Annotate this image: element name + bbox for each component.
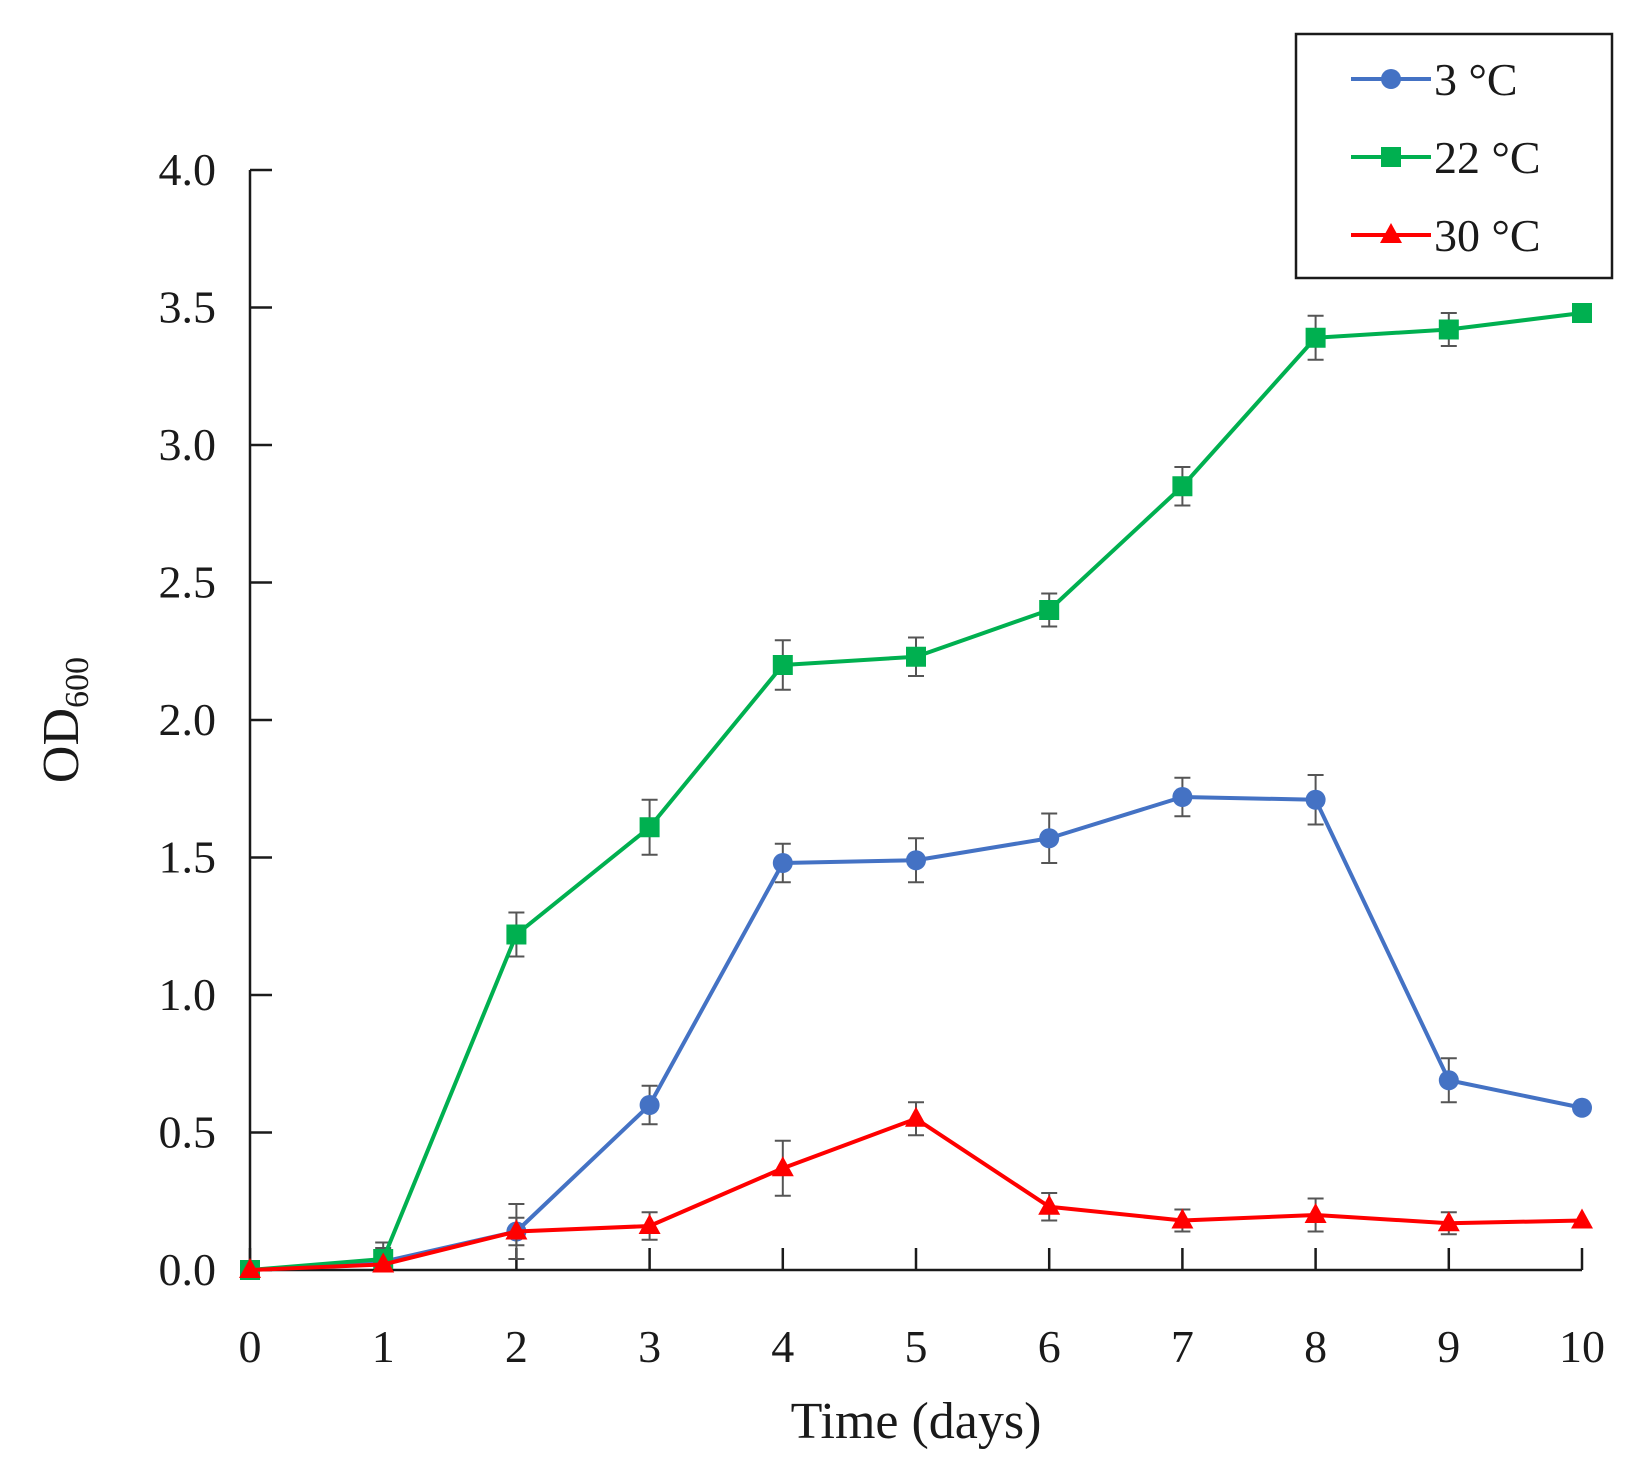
x-axis-title: Time (days) [791,1393,1042,1450]
data-point-22c [906,646,926,667]
y-axis-title: OD600 [33,657,96,783]
x-tick-label: 7 [1171,1321,1194,1372]
y-axis-title-subscript: 600 [59,657,96,708]
legend-item-30c: 30 °C [1351,210,1541,261]
data-point-30c [239,1258,261,1278]
data-point-30c [1171,1208,1194,1229]
legend-swatch-marker [1381,147,1401,167]
data-point-22c [506,924,527,945]
legend-item-3c: 3 °C [1351,54,1518,105]
data-point-30c [1437,1211,1460,1232]
data-point-3c [1438,1070,1459,1091]
y-axis-title-main: OD [33,708,90,783]
x-tick-label: 3 [638,1321,661,1372]
legend-swatch-marker [1380,223,1402,243]
legend-item-22c: 22 °C [1351,132,1541,183]
x-tick-label: 4 [771,1321,794,1372]
data-point-30c [372,1252,395,1273]
data-point-30c [505,1219,528,1240]
y-tick-label: 2.5 [159,557,217,608]
series-line-30c [249,1116,1583,1272]
y-tick-label: 2.0 [159,694,217,745]
y-tick-label: 0.5 [159,1107,217,1158]
x-ticks: 0 1 2 3 4 5 6 7 8 9 10 [239,1248,1605,1372]
series-3c [240,774,1592,1280]
x-tick-label: 1 [372,1321,395,1372]
data-point-22c [1572,303,1592,323]
series-layer [239,303,1593,1280]
series-30c [239,1101,1593,1278]
data-point-22c [772,655,793,675]
data-point-30c [1304,1203,1327,1223]
data-point-3c [772,853,793,873]
x-tick-label: 5 [905,1321,928,1372]
y-tick-label: 0.0 [159,1244,217,1295]
data-point-3c [639,1095,660,1115]
legend-box [1294,32,1614,280]
x-tick-label: 10 [1559,1321,1605,1372]
x-tick-label: 9 [1437,1321,1460,1372]
data-point-30c [905,1106,927,1127]
legend-label: 22 °C [1434,132,1541,183]
y-tick-label: 3.0 [159,419,217,470]
y-tick-label: 3.5 [159,282,217,333]
data-point-30c [1038,1194,1061,1215]
y-tick-label: 1.5 [159,832,217,883]
data-point-3c [1305,789,1326,810]
x-tick-label: 2 [505,1321,528,1372]
data-point-22c [1438,319,1459,340]
x-tick-label: 0 [239,1321,262,1372]
data-point-3c [906,850,926,871]
data-point-22c [1039,600,1060,620]
data-point-22c [1305,327,1326,348]
data-point-3c [1039,828,1060,849]
data-point-30c [638,1214,661,1234]
y-ticks: 0.0 0.5 1.0 1.5 2.0 2.5 3.0 3.5 4.0 [159,144,272,1295]
y-tick-label: 1.0 [159,969,217,1020]
y-tick-label: 4.0 [159,144,217,195]
legend-swatch-marker [1381,69,1401,89]
legend-label: 3 °C [1434,54,1518,105]
data-point-30c [771,1156,794,1177]
data-point-3c [1572,1097,1592,1118]
data-point-22c [1172,476,1193,497]
data-point-22c [639,817,660,838]
x-tick-label: 6 [1038,1321,1061,1372]
legend-label: 30 °C [1434,210,1541,261]
data-point-30c [1571,1208,1593,1229]
data-point-3c [1172,787,1193,807]
legend: 3 °C 22 °C 30 °C [1294,32,1614,280]
x-tick-label: 8 [1304,1321,1327,1372]
